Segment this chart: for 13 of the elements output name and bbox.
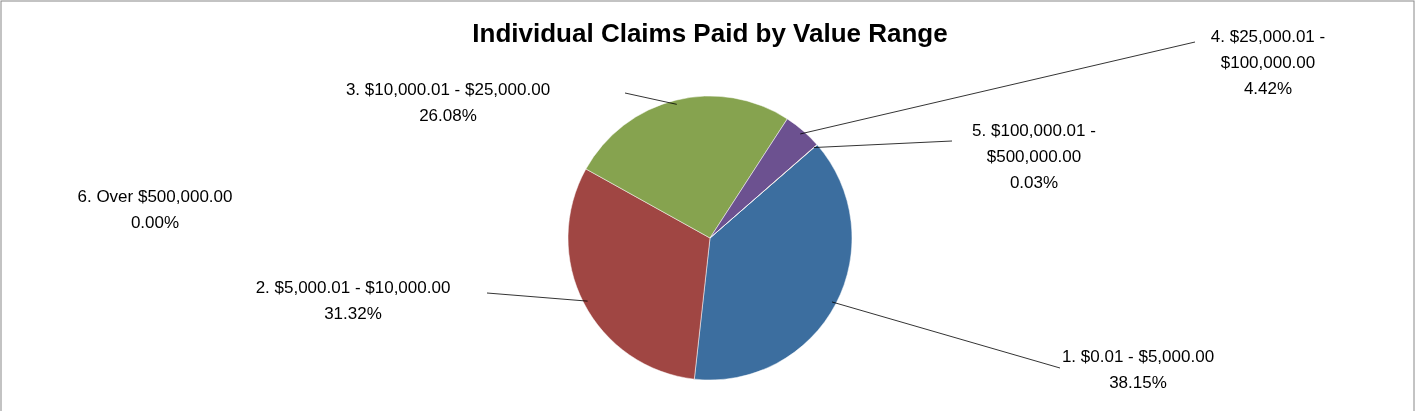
category-label: 6. Over $500,000.00 <box>77 187 233 206</box>
data-label: 0.03% <box>1009 173 1059 192</box>
slice-label: 2. $5,000.01 - $10,000.00 <box>255 278 451 297</box>
data-label: 38.15% <box>1109 373 1167 392</box>
data-label: 31.32% <box>324 304 382 323</box>
slice-label: 3. $10,000.01 - $25,000.00 <box>345 80 551 99</box>
slice-label: 5. $100,000.01 - $500,000.00 <box>972 121 1096 166</box>
slice-label: 1. $0.01 - $5,000.00 <box>1061 347 1215 366</box>
data-label: 4.42% <box>1243 79 1293 98</box>
data-label: 26.08% <box>419 106 477 125</box>
chart-title: Individual Claims Paid by Value Range <box>472 18 948 48</box>
text: 0.00% <box>130 213 180 232</box>
slice-label: 4. $25,000.01 - $100,000.00 <box>1210 27 1326 72</box>
